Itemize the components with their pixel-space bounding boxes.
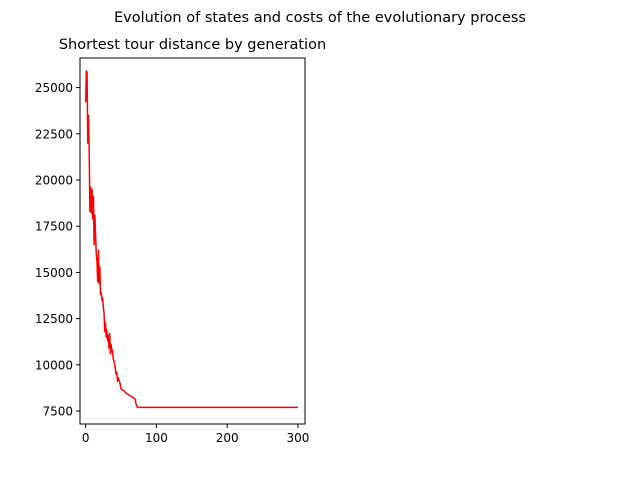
y-tick-label: 10000 xyxy=(35,358,73,372)
axes-frame xyxy=(79,57,306,425)
chart-title: Shortest tour distance by generation xyxy=(59,37,326,53)
series-line-0 xyxy=(84,70,298,409)
y-tick-label: 12500 xyxy=(35,312,73,326)
figure-suptitle: Evolution of states and costs of the evo… xyxy=(114,10,526,26)
y-tick-label: 22500 xyxy=(35,127,73,141)
plot-area: 0 100 200 300 7500 10000 12500 15000 17500 20000… xyxy=(35,57,309,445)
y-axis-ticks: 7500 10000 12500 15000 17500 20000 22500 25000 xyxy=(35,81,80,419)
x-tick-label: 0 xyxy=(82,431,90,445)
y-tick-label: 7500 xyxy=(42,405,73,419)
series-layer xyxy=(84,70,298,409)
y-tick-label: 17500 xyxy=(35,220,73,234)
x-tick-label: 300 xyxy=(286,431,309,445)
y-tick-label: 20000 xyxy=(35,174,73,188)
x-axis-ticks: 0 100 200 300 xyxy=(82,424,309,445)
y-tick-label: 25000 xyxy=(35,81,73,95)
x-tick-label: 200 xyxy=(216,431,239,445)
x-tick-label: 100 xyxy=(145,431,168,445)
y-tick-label: 15000 xyxy=(35,266,73,280)
